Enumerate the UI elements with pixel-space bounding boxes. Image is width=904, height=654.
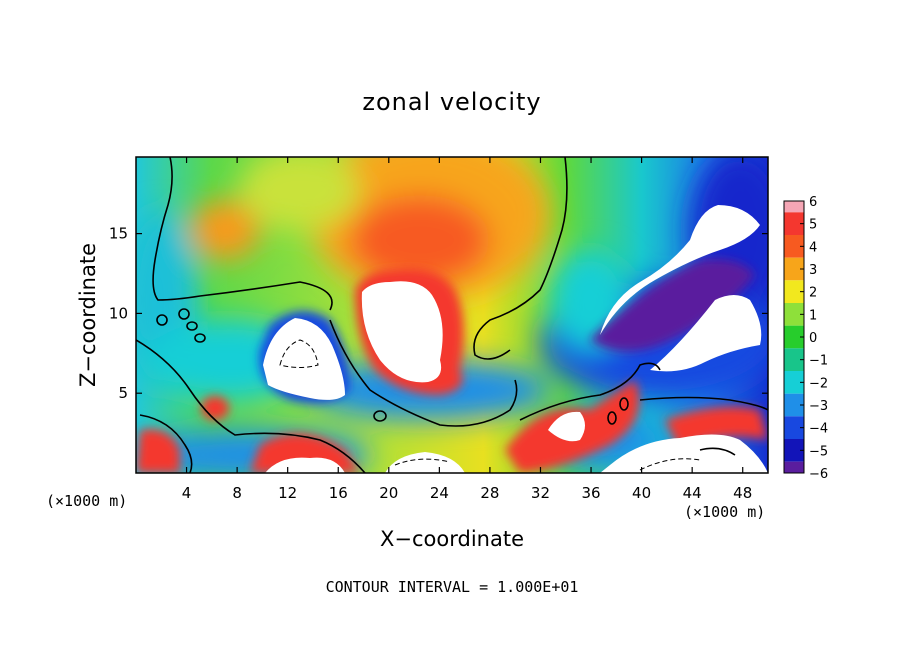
x-tick-label: 36 (581, 484, 600, 502)
white-region-center (361, 281, 443, 383)
colorbar-swatch (784, 235, 804, 258)
x-unit-label-left: (×1000 m) (46, 492, 128, 510)
colorbar-swatch (784, 325, 804, 349)
x-tick-label: 48 (733, 484, 752, 502)
x-tick-label: 8 (232, 484, 242, 502)
colorbar-tick-label: −5 (809, 444, 828, 459)
x-tick-label: 44 (683, 484, 702, 502)
colorbar-tick-label: −4 (809, 422, 828, 437)
contour-lines (136, 157, 768, 473)
colorbar-tick-label: 6 (809, 195, 817, 210)
x-tick-label: 40 (632, 484, 651, 502)
colorbar-tick-label: 4 (809, 240, 817, 255)
plot-frame (135, 156, 769, 474)
colorbar-tick-label: −6 (809, 467, 828, 482)
x-tick-label: 4 (182, 484, 192, 502)
colorbar-swatch (784, 257, 804, 281)
colorbar-tick-label: 1 (809, 308, 817, 323)
white-region-small (548, 411, 585, 442)
x-tick-label: 16 (329, 484, 348, 502)
y-tick-label: 10 (109, 304, 128, 322)
colorbar: 6 5 4 3 2 1 0 −1 −2 −3 −4 −5 −6 (783, 195, 828, 482)
colorbar-tick-label: 3 (809, 263, 817, 278)
y-tick-label: 5 (118, 384, 128, 402)
colorbar-swatch (784, 303, 804, 326)
colorbar-tick-label: −1 (809, 354, 828, 369)
y-axis-ticks: 5 10 15 (109, 225, 768, 402)
colorbar-tick-label: 0 (809, 331, 817, 346)
white-region-left (263, 318, 345, 400)
y-tick-label: 15 (109, 225, 128, 243)
x-axis-ticks: 4 8 12 16 20 24 28 32 36 40 44 48 (182, 157, 752, 502)
x-axis-label: X−coordinate (380, 527, 524, 551)
colorbar-tick-label: 5 (809, 218, 817, 233)
x-tick-label: 28 (480, 484, 499, 502)
colorbar-swatch (784, 416, 804, 439)
white-region-bottom-left (265, 457, 345, 473)
heatmap-field (136, 157, 768, 473)
colorbar-swatch (784, 348, 804, 371)
x-tick-label: 20 (379, 484, 398, 502)
colorbar-swatch (784, 439, 804, 462)
white-region-bottom-center (385, 452, 465, 473)
colorbar-swatch (784, 393, 804, 417)
colorbar-tick-label: 2 (809, 286, 817, 301)
colorbar-swatch (784, 201, 804, 213)
white-region-right (650, 295, 762, 372)
contour-interval-note: CONTOUR INTERVAL = 1.000E+01 (325, 578, 579, 596)
x-unit-label-right: (×1000 m) (684, 503, 766, 521)
white-region-bottom-right (600, 434, 768, 473)
x-tick-label: 32 (531, 484, 550, 502)
chart-title: zonal velocity (362, 88, 542, 116)
dashed-contours (279, 339, 701, 471)
x-tick-label: 12 (278, 484, 297, 502)
colorbar-tick-label: −3 (809, 399, 828, 414)
colorbar-tick-label: −2 (809, 376, 828, 391)
colorbar-swatch (784, 212, 804, 235)
colorbar-swatch (784, 280, 804, 303)
colorbar-swatch (784, 371, 804, 394)
colorbar-swatch (784, 461, 804, 473)
white-region-upper-right (600, 205, 760, 335)
x-tick-label: 24 (430, 484, 449, 502)
